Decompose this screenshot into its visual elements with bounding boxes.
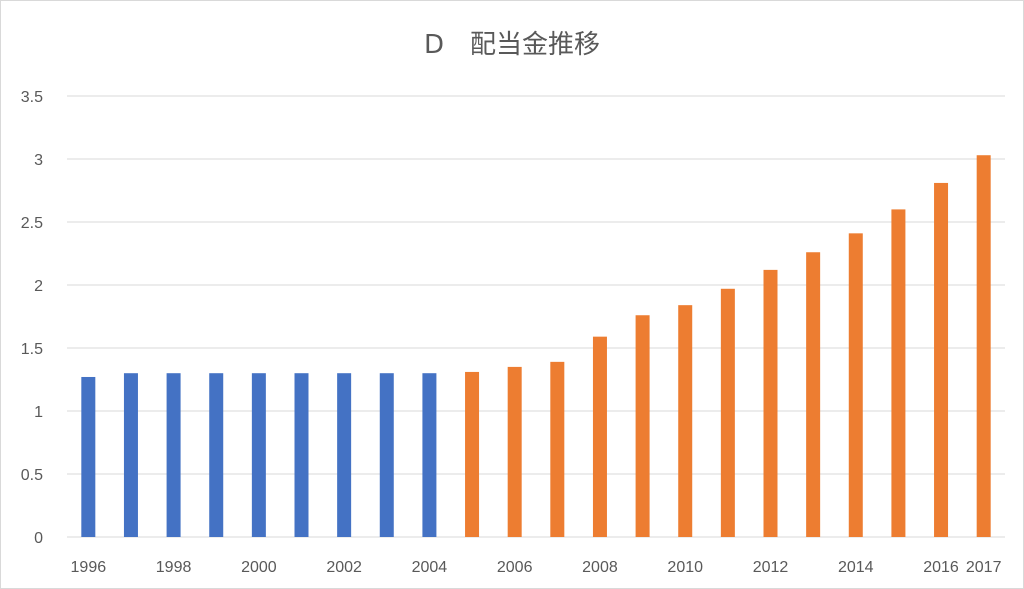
x-tick-label: 2010 — [667, 559, 703, 576]
x-tick-label: 1996 — [71, 559, 107, 576]
chart-title: D 配当金推移 — [424, 30, 600, 60]
y-tick-label: 3.5 — [21, 89, 43, 106]
y-tick-label: 1 — [34, 404, 43, 421]
bar-1999 — [209, 373, 224, 537]
x-tick-label: 2017 — [966, 559, 1002, 576]
gridlines — [67, 95, 1005, 538]
x-tick-label: 2004 — [412, 559, 448, 576]
bar-2017 — [976, 155, 991, 537]
bars — [81, 155, 991, 538]
y-tick-label: 2.5 — [21, 215, 43, 232]
y-tick-label: 0 — [34, 530, 43, 547]
bar-2001 — [294, 373, 309, 537]
bar-2009 — [635, 315, 650, 537]
bar-2000 — [251, 373, 266, 537]
bar-2006 — [507, 366, 522, 537]
bar-2002 — [337, 373, 352, 537]
bar-1997 — [123, 373, 138, 537]
y-tick-label: 2 — [34, 278, 43, 295]
y-tick-label: 1.5 — [21, 341, 43, 358]
x-tick-label: 1998 — [156, 559, 192, 576]
x-tick-label: 2000 — [241, 559, 277, 576]
bar-2008 — [592, 336, 607, 537]
bar-2011 — [720, 288, 735, 537]
bar-1998 — [166, 373, 181, 537]
bar-2003 — [379, 373, 394, 537]
bar-2013 — [806, 252, 821, 538]
bar-2012 — [763, 269, 778, 537]
x-tick-label: 2012 — [753, 559, 789, 576]
x-tick-label: 2006 — [497, 559, 533, 576]
bar-2010 — [678, 305, 693, 537]
bar-1996 — [81, 376, 96, 537]
x-tick-label: 2014 — [838, 559, 874, 576]
bar-2015 — [891, 209, 906, 537]
x-axis-ticks: 1996 1998 2000 2002 2004 2006 2008 2010 2012 2014… — [71, 559, 1002, 576]
bar-2016 — [934, 182, 949, 537]
x-tick-label: 2002 — [326, 559, 362, 576]
bar-2007 — [550, 361, 565, 537]
y-tick-label: 3 — [34, 152, 43, 169]
bar-2014 — [848, 233, 863, 537]
bar-2004 — [422, 373, 437, 537]
y-axis-ticks: 0 0.5 1 1.5 2 2.5 3 3.5 — [21, 89, 43, 547]
x-tick-label: 2016 — [923, 559, 959, 576]
bar-2005 — [465, 371, 480, 537]
y-tick-label: 0.5 — [21, 467, 43, 484]
x-tick-label: 2008 — [582, 559, 618, 576]
